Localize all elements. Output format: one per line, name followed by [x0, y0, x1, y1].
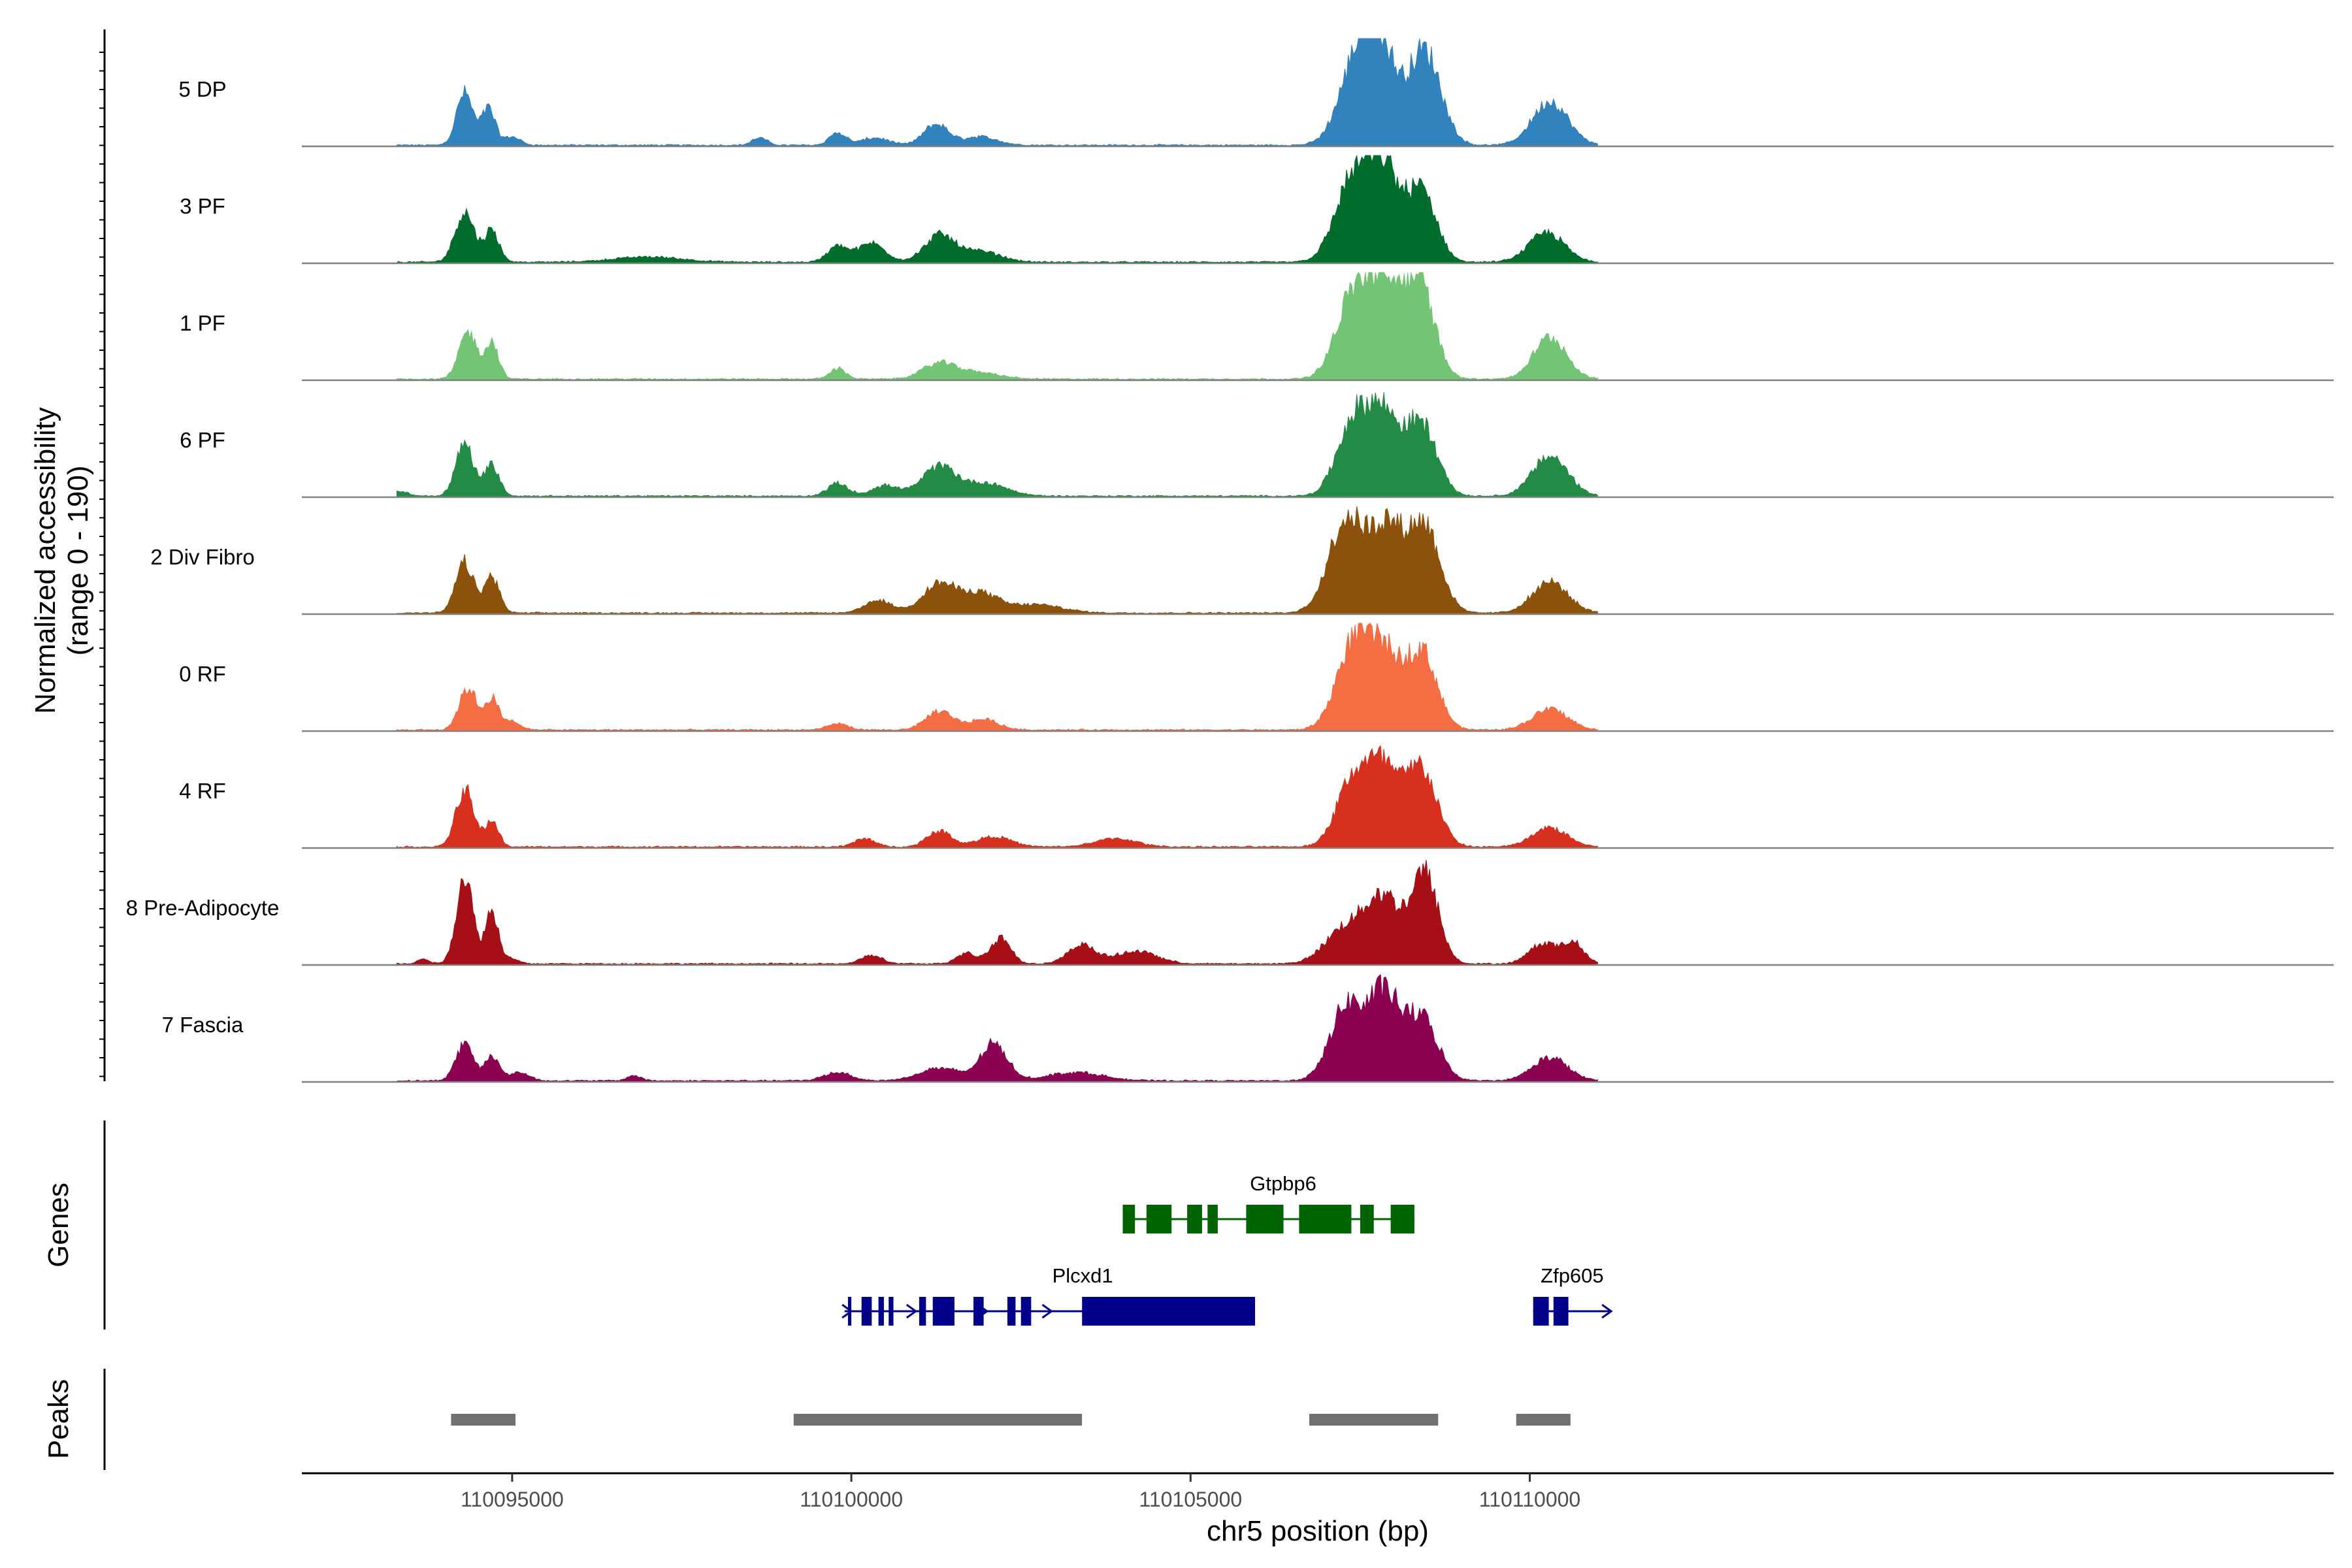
- coverage-area: [396, 272, 1598, 381]
- track-3-pf: 3 PF: [180, 155, 2334, 265]
- gene-exon: [1360, 1205, 1374, 1233]
- coverage-area: [396, 506, 1598, 615]
- y-axis-title-line1: Normalized accessibility: [29, 407, 61, 713]
- gene-exon: [861, 1297, 872, 1326]
- gene-exon: [878, 1297, 884, 1326]
- track-label: 5 DP: [178, 77, 226, 101]
- track-0-rf: 0 RF: [179, 623, 2334, 732]
- gene-exon: [973, 1297, 984, 1326]
- coverage-area: [396, 155, 1598, 264]
- track-6-pf: 6 PF: [180, 392, 2334, 498]
- track-label: 8 Pre-Adipocyte: [126, 896, 280, 920]
- peaks-panel-label: Peaks: [42, 1379, 74, 1459]
- peak-bar: [1309, 1414, 1439, 1426]
- track-8-pre-adipocyte: 8 Pre-Adipocyte: [126, 860, 2334, 966]
- track-label: 2 Div Fibro: [150, 545, 255, 569]
- coverage-area: [396, 745, 1598, 849]
- track-label: 3 PF: [180, 194, 225, 218]
- y-axis-title-line2: (range 0 - 190): [62, 465, 94, 655]
- gene-annotations: Gtpbp6 Plcxd1 Zfp605: [841, 1172, 1613, 1326]
- track-label: 4 RF: [179, 779, 226, 803]
- strand-arrow-icon: [1601, 1303, 1613, 1319]
- track-1-pf: 1 PF: [180, 272, 2334, 382]
- y-axis-title: Normalized accessibility (range 0 - 190): [29, 407, 94, 713]
- track-label: 0 RF: [179, 662, 226, 686]
- x-axis-ticks: 110095000 110100000 110105000 110110000: [461, 1473, 1580, 1511]
- gene-exon: [1299, 1205, 1352, 1233]
- gene-exon: [889, 1297, 894, 1326]
- track-label: 6 PF: [180, 428, 225, 452]
- track-4-rf: 4 RF: [179, 745, 2334, 849]
- x-axis-title: chr5 position (bp): [1207, 1515, 1429, 1547]
- gene-label: Gtpbp6: [1250, 1172, 1316, 1195]
- x-tick-label: 110105000: [1139, 1488, 1242, 1511]
- gene-zfp605: Zfp605: [1533, 1264, 1613, 1326]
- gene-exon: [1146, 1205, 1172, 1233]
- peak-bar: [793, 1414, 1083, 1426]
- gene-exon: [1082, 1297, 1255, 1326]
- coverage-area: [396, 623, 1598, 732]
- strand-arrow-icon: [1041, 1303, 1054, 1319]
- coverage-area: [396, 860, 1598, 966]
- coverage-area: [396, 973, 1598, 1083]
- track-5-dp: 5 DP: [178, 38, 2334, 148]
- gene-exon: [1187, 1205, 1202, 1233]
- x-tick-label: 110095000: [461, 1488, 564, 1511]
- coverage-tracks: 5 DP 3 PF 1 PF 6 PF 2 Div Fibro 0 RF 4 RF 8 Pre…: [126, 38, 2334, 1083]
- gene-exon: [1533, 1297, 1549, 1326]
- gene-exon: [1007, 1297, 1016, 1326]
- peak-bar: [1516, 1414, 1571, 1426]
- gene-plcxd1: Plcxd1: [841, 1264, 1255, 1326]
- gene-exon: [1553, 1297, 1569, 1326]
- gene-exon: [1246, 1205, 1284, 1233]
- track-7-fascia: 7 Fascia: [162, 973, 2334, 1083]
- genes-panel-label: Genes: [42, 1183, 74, 1267]
- gene-exon: [1207, 1205, 1218, 1233]
- peak-ranges: [451, 1414, 1571, 1426]
- gene-exon: [1390, 1205, 1414, 1233]
- peak-bar: [451, 1414, 515, 1426]
- gene-exon: [1021, 1297, 1032, 1326]
- gene-label: Plcxd1: [1053, 1264, 1113, 1287]
- gene-exon: [932, 1297, 955, 1326]
- gene-label: Zfp605: [1541, 1264, 1604, 1287]
- track-2-div-fibro: 2 Div Fibro: [150, 506, 2334, 615]
- gene-gtpbp6: Gtpbp6: [1122, 1172, 1414, 1233]
- gene-exon: [847, 1297, 852, 1326]
- x-tick-label: 110100000: [800, 1488, 903, 1511]
- strand-arrow-icon: [906, 1303, 918, 1319]
- coverage-area: [396, 392, 1598, 498]
- gene-exon: [919, 1297, 926, 1326]
- track-label: 1 PF: [180, 311, 225, 335]
- gene-exon: [1122, 1205, 1135, 1233]
- coverage-y-ticks: [99, 52, 105, 1077]
- track-label: 7 Fascia: [162, 1013, 244, 1037]
- coverage-area: [396, 38, 1598, 147]
- x-tick-label: 110110000: [1479, 1488, 1580, 1511]
